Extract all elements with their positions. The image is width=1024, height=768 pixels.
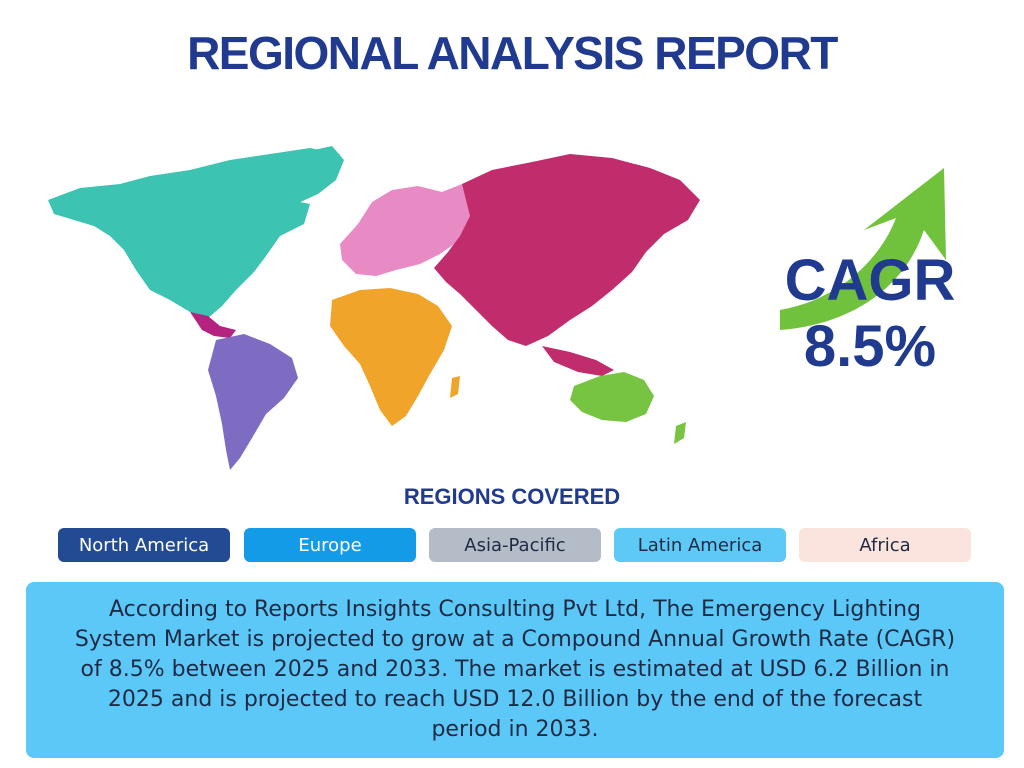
region-asia-pacific[interactable]: Asia-Pacific — [429, 528, 601, 562]
map-madagascar — [450, 376, 460, 398]
growth-arrow-icon — [780, 168, 946, 330]
map-greenland — [260, 146, 344, 204]
region-north-america[interactable]: North America — [58, 528, 230, 562]
region-europe[interactable]: Europe — [244, 528, 416, 562]
map-north-america — [48, 148, 340, 318]
region-latin-america[interactable]: Latin America — [614, 528, 786, 562]
summary-text: According to Reports Insights Consulting… — [74, 597, 956, 742]
summary-box: According to Reports Insights Consulting… — [26, 582, 1004, 758]
world-map — [48, 146, 700, 470]
region-label: North America — [78, 534, 210, 556]
map-australia — [570, 372, 654, 422]
map-africa — [330, 288, 452, 426]
cagr-value: 8.5% — [803, 314, 937, 379]
map-europe — [340, 184, 480, 276]
regions-heading: REGIONS COVERED — [403, 484, 621, 509]
region-africa[interactable]: Africa — [799, 528, 971, 562]
region-label: Africa — [859, 534, 911, 556]
map-asia — [434, 154, 700, 346]
region-label: Asia-Pacific — [464, 534, 566, 556]
map-new-zealand — [674, 422, 686, 444]
map-south-america — [208, 334, 298, 470]
page-title: REGIONAL ANALYSIS REPORT — [187, 27, 838, 79]
region-label: Europe — [298, 534, 362, 556]
cagr-label: CAGR — [784, 248, 956, 313]
map-southeast-asia — [542, 346, 614, 376]
map-central-america — [190, 312, 236, 338]
region-label: Latin America — [637, 534, 763, 556]
